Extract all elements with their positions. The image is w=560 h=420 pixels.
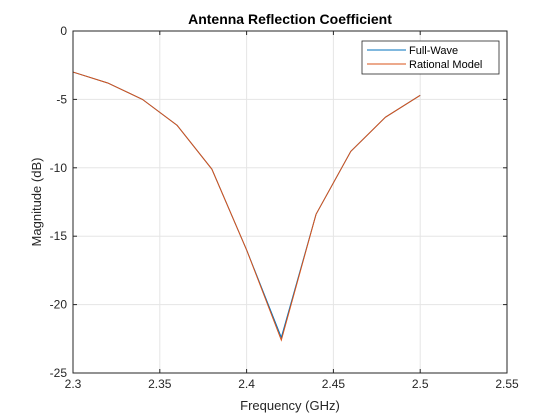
y-tick-label: -5: [56, 92, 67, 106]
x-tick-label: 2.5: [412, 377, 429, 391]
series-line-rational-model: [72, 71, 421, 342]
y-tick-label: -20: [50, 298, 68, 312]
legend-label-rational-model: Rational Model: [409, 59, 482, 71]
y-tick-labels: 0 -5 -10 -15 -20 -25: [50, 24, 68, 380]
x-tick-label: 2.45: [322, 377, 346, 391]
y-axis-label: Magnitude (dB): [29, 158, 44, 247]
x-axis-label: Frequency (GHz): [240, 398, 340, 413]
y-tick-label: 0: [60, 24, 67, 38]
grid: [72, 30, 508, 374]
x-tick-labels: 2.3 2.35 2.4 2.45 2.5 2.55: [65, 377, 519, 391]
legend-label-full-wave: Full-Wave: [409, 45, 458, 57]
plot-frame: [72, 30, 508, 374]
y-tick-label: -15: [50, 229, 68, 243]
plot-area: [73, 31, 507, 373]
legend-box: [361, 40, 500, 75]
x-tick-label: 2.55: [495, 377, 519, 391]
y-tick-label: -25: [50, 366, 68, 380]
series-lines: [72, 71, 421, 342]
chart-title: Antenna Reflection Coefficient: [188, 11, 392, 27]
legend: Full-Wave Rational Model: [361, 40, 500, 75]
x-tick-label: 2.35: [148, 377, 172, 391]
tick-marks: [72, 30, 508, 374]
x-tick-label: 2.4: [238, 377, 255, 391]
x-tick-label: 2.3: [65, 377, 82, 391]
y-tick-label: -10: [50, 161, 68, 175]
